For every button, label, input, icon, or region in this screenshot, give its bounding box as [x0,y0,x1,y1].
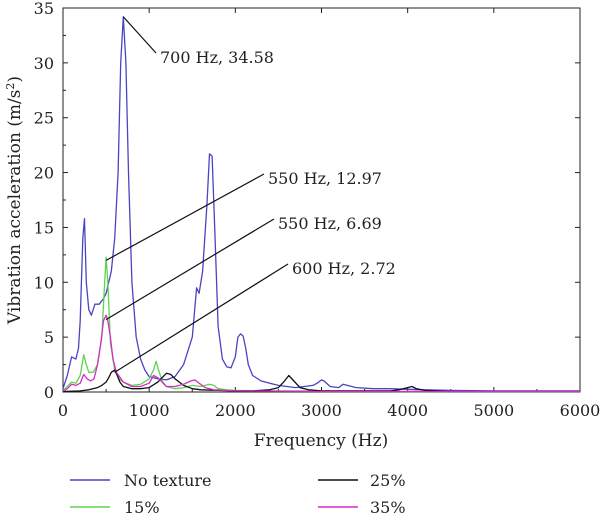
annotation-label: 550 Hz, 12.97 [268,169,382,188]
annotation-leader [105,173,265,261]
legend-label-35: 35% [370,498,406,516]
x-tick-label: 4000 [387,401,428,420]
annotations: 700 Hz, 34.58 550 Hz, 12.97 550 Hz, 6.69 60… [105,16,396,373]
y-tick-label: 35 [34,0,54,18]
annotation-label: 550 Hz, 6.69 [278,214,382,233]
series-line-35 [62,314,580,393]
legend-label-no-texture: No texture [124,471,212,490]
annotation-label: 700 Hz, 34.58 [160,48,274,67]
x-axis-title: Frequency (Hz) [254,431,388,451]
y-axis-title-close: ) [5,76,25,83]
x-tick-label: 3000 [301,401,342,420]
legend: No texture 15% 25% 35% [70,471,406,516]
series-line-no-texture [62,16,580,392]
y-axis-title-main: Vibration acceleration (m/s [5,90,25,325]
y-axis-ticks: 0 5 10 15 20 25 30 35 [34,0,580,402]
series-line-15 [62,256,580,393]
y-axis-title: Vibration acceleration (m/s2) [4,76,26,325]
series-line-25 [62,369,580,393]
x-tick-label: 6000 [560,401,600,420]
y-tick-label: 30 [34,54,54,73]
annotation-label: 600 Hz, 2.72 [292,259,396,278]
y-tick-label: 5 [44,328,54,347]
annotation-leader [105,218,275,321]
annotation-leader [114,263,289,373]
y-tick-label: 25 [34,109,54,128]
x-tick-label: 5000 [473,401,514,420]
y-tick-label: 10 [34,273,54,292]
y-tick-label: 20 [34,164,54,183]
x-tick-label: 0 [58,401,68,420]
y-tick-label: 0 [44,383,54,402]
x-tick-label: 2000 [215,401,256,420]
legend-label-25: 25% [370,471,406,490]
series-lines [62,16,580,393]
x-axis-ticks: 0 1000 2000 3000 4000 5000 6000 [58,8,600,420]
x-tick-label: 1000 [129,401,170,420]
plot-frame [62,7,581,393]
annotation-leader [122,16,157,54]
legend-label-15: 15% [124,498,160,516]
y-axis-title-superscript: 2 [4,83,17,90]
y-tick-label: 15 [34,218,54,237]
